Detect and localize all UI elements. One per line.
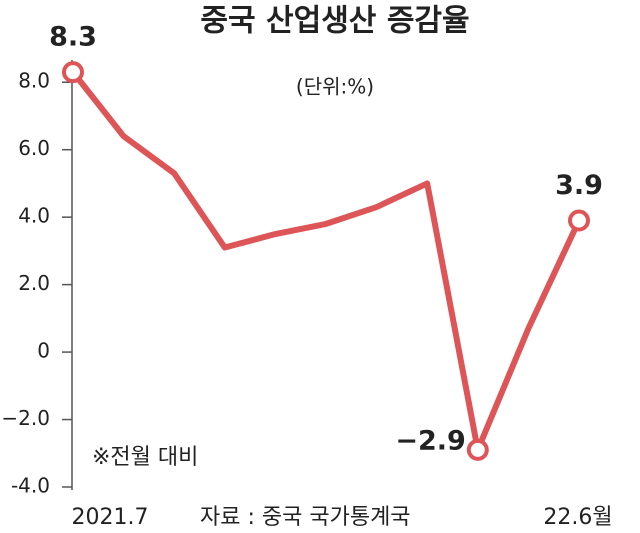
y-tick-label: 2.0: [18, 271, 50, 295]
x-tick-label: 22.6월: [543, 505, 612, 530]
chart-title: 중국 산업생산 증감율: [200, 4, 469, 39]
point: [568, 209, 590, 232]
y-tick-label: 6.0: [18, 136, 50, 160]
source: 자료 : 중국 국가통계국: [200, 505, 411, 530]
note: ※전월 대비: [92, 445, 198, 470]
data-label: 8.3: [49, 22, 97, 53]
subtitle: (단위:%): [296, 75, 374, 99]
data-label: 3.9: [555, 170, 603, 201]
data-label: −2.9: [395, 425, 465, 456]
y-tick-label: -4.0: [11, 474, 50, 498]
x-tick-label: 2021.7: [72, 505, 149, 530]
y-tick-label: 8.0: [18, 69, 50, 93]
point: [466, 438, 489, 461]
y-tick-label: −2.0: [1, 406, 50, 430]
line: [70, 70, 582, 453]
y-tick-label: 0: [37, 339, 50, 363]
point: [62, 61, 84, 84]
y-tick-label: 4.0: [18, 204, 50, 228]
